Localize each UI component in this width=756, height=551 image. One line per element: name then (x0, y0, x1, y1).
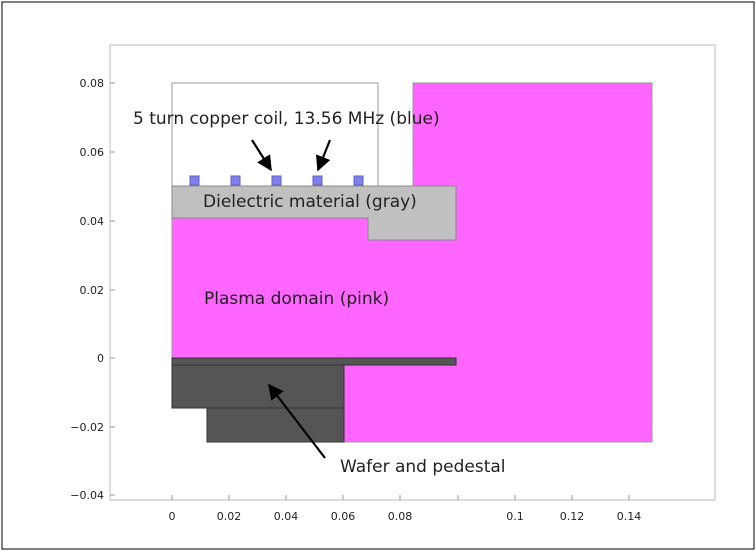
wafer-label: Wafer and pedestal (340, 457, 506, 477)
y-tick-label: 0 (97, 352, 104, 365)
wafer-arrow (268, 383, 326, 459)
y-tick-label: 0.02 (80, 284, 105, 297)
y-tick-label: −0.02 (70, 421, 104, 434)
x-tick-label: 0.04 (274, 510, 299, 523)
dielectric-label: Dielectric material (gray) (203, 192, 417, 212)
y-tick-label: 0.04 (80, 215, 105, 228)
y-tick-label: 0.06 (80, 146, 105, 159)
dielectric-material (171, 185, 457, 241)
wafer-pedestal (171, 357, 457, 443)
x-tick-label: 0.06 (331, 510, 356, 523)
coil-turns (189, 175, 364, 186)
coil-turn (353, 175, 364, 186)
pedestal-lower (206, 407, 345, 443)
x-tick-label: 0.1 (506, 510, 524, 523)
axis-ticks (110, 82, 630, 500)
pedestal-upper (171, 364, 345, 409)
coil-turn (230, 175, 241, 186)
coil-turn (312, 175, 323, 186)
coil-arrow (315, 139, 332, 172)
upper-region-outline (171, 82, 379, 187)
coil-arrow (251, 139, 272, 172)
x-tick-label: 0.14 (617, 510, 642, 523)
coil-turn (189, 175, 200, 186)
coil-turn (271, 175, 282, 186)
plasma-label: Plasma domain (pink) (204, 289, 389, 309)
x-tick-label: 0.02 (217, 510, 242, 523)
x-tick-label: 0.08 (388, 510, 413, 523)
x-tick-label: 0 (169, 510, 176, 523)
y-tick-label: 0.08 (80, 77, 105, 90)
x-tick-label: 0.12 (560, 510, 585, 523)
y-tick-label: −0.04 (70, 489, 104, 502)
wafer-strip (171, 357, 457, 366)
coil-label: 5 turn copper coil, 13.56 MHz (blue) (133, 109, 440, 129)
